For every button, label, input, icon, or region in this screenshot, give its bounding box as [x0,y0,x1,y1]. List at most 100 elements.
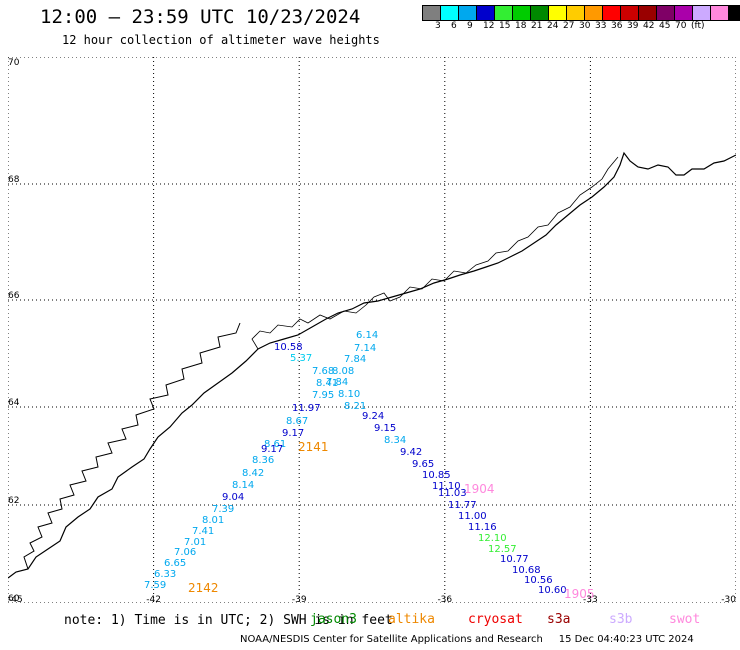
footer-note: note: 1) Time is in UTC; 2) SWH is in fe… [64,613,393,628]
wave-height-value: 6.14 [356,330,378,341]
wave-height-value: 8.41 [316,378,338,389]
latitude-label: 64 [8,398,20,408]
colorbar-swatch [584,5,603,21]
wave-height-value: 9.65 [412,459,434,470]
longitude-label: -30 [721,595,736,603]
colorbar-label: 36 [611,21,623,31]
wave-height-value: 10.85 [422,470,451,481]
wave-height-value: 12.10 [478,533,507,544]
colorbar-swatch [566,5,585,21]
wave-height-value: 11.10 [432,481,461,492]
wave-height-value: 9.17 [282,428,304,439]
wave-height-value: 8.36 [252,455,274,466]
colorbar-swatch [602,5,621,21]
page-title: 12:00 — 23:59 UTC 10/23/2024 [40,6,361,28]
wave-height-value: 11.77 [448,500,477,511]
wave-height-value: 11.97 [292,403,321,414]
pass-id-label: 2142 [188,581,219,595]
latitude-label: 60 [8,594,20,603]
greenland-coastline-detail [23,322,241,570]
colorbar-swatch [440,5,459,21]
colorbar-swatch [494,5,513,21]
colorbar-label: 45 [659,21,671,31]
colorbar-swatch [530,5,549,21]
wave-height-value: 8.34 [384,435,406,446]
wave-height-value: 8.42 [242,468,264,479]
wave-height-value: 9.17 [261,444,283,455]
wave-height-value: 9.42 [400,447,422,458]
satellite-legend-item: altika [388,612,435,627]
pass-id-label: 1904 [464,482,495,496]
pass-id-label: 1905 [564,587,595,601]
wave-height-value: 12.57 [488,544,517,555]
colorbar-label: 33 [595,21,607,31]
wave-height-value: 7.59 [144,580,166,591]
page-subtitle: 12 hour collection of altimeter wave hei… [62,33,380,47]
colorbar-swatch [638,5,657,21]
wave-height-value: 7.06 [174,547,196,558]
wave-height-value: 8.14 [232,480,254,491]
wave-height-value: 10.77 [500,554,529,565]
colorbar-swatch [728,5,740,21]
colorbar-swatch [422,5,441,21]
wave-height-value: 6.65 [164,558,186,569]
wave-height-value: 11.03 [438,488,467,499]
greenland-coastline [8,151,736,579]
wave-height-value: 9.04 [222,492,244,503]
pass-id-label: 2141 [298,440,329,454]
colorbar-label: 42 [643,21,655,31]
longitude-label: -39 [292,595,307,603]
colorbar-swatch [512,5,531,21]
satellite-legend-item: jason3 [310,612,357,627]
colorbar-label: 27 [563,21,575,31]
colorbar-label: (ft) [691,21,705,31]
satellite-legend-item: cryosat [468,612,523,627]
colorbar-label: 6 [451,21,457,31]
wave-height-value: 7.14 [354,343,376,354]
wave-height-value: 11.00 [458,511,487,522]
colorbar-label: 21 [531,21,543,31]
wave-height-colorbar [422,5,740,21]
wave-height-value: 9.24 [362,411,384,422]
latitude-label: 68 [8,175,20,185]
wave-height-value: 8.01 [202,515,224,526]
wave-height-value: 8.08 [332,366,354,377]
wave-height-value: 7.95 [312,390,334,401]
map-gridlines [8,57,736,603]
wave-height-value: 7.68 [312,366,334,377]
latitude-label: 66 [8,291,20,301]
colorbar-swatch [674,5,693,21]
wave-height-value: 10.68 [512,565,541,576]
colorbar-swatch [620,5,639,21]
colorbar-label: 9 [467,21,473,31]
longitude-label: -45 [8,595,23,603]
wave-height-value: 11.16 [468,522,497,533]
satellite-legend-item: s3b [609,612,633,627]
colorbar-label: 3 [435,21,441,31]
wave-height-value: 10.60 [538,585,567,596]
greenland-coastline-fjords [251,156,619,350]
wave-height-value: 8.61 [264,439,286,450]
colorbar-swatch [548,5,567,21]
colorbar-swatch [476,5,495,21]
satellite-legend-item: swot [669,612,701,627]
latitude-label: 70 [8,58,20,68]
colorbar-label: 15 [499,21,511,31]
colorbar-label: 18 [515,21,527,31]
colorbar-label: 30 [579,21,591,31]
footer-generated-time: 15 Dec 04:40:23 UTC 2024 [558,634,694,645]
wave-height-value: 5.37 [290,353,312,364]
colorbar-swatch [692,5,711,21]
wave-height-value: 10.56 [524,575,553,586]
colorbar-label: 12 [483,21,495,31]
wave-height-value: 7.01 [184,537,206,548]
colorbar-swatch [656,5,675,21]
wave-height-value: 8.67 [286,416,308,427]
colorbar-label: 70 [675,21,687,31]
wave-height-value: 7.41 [192,526,214,537]
wave-height-value: 7.39 [212,504,234,515]
wave-height-value: 10.58 [274,342,303,353]
latitude-label: 62 [8,496,19,506]
